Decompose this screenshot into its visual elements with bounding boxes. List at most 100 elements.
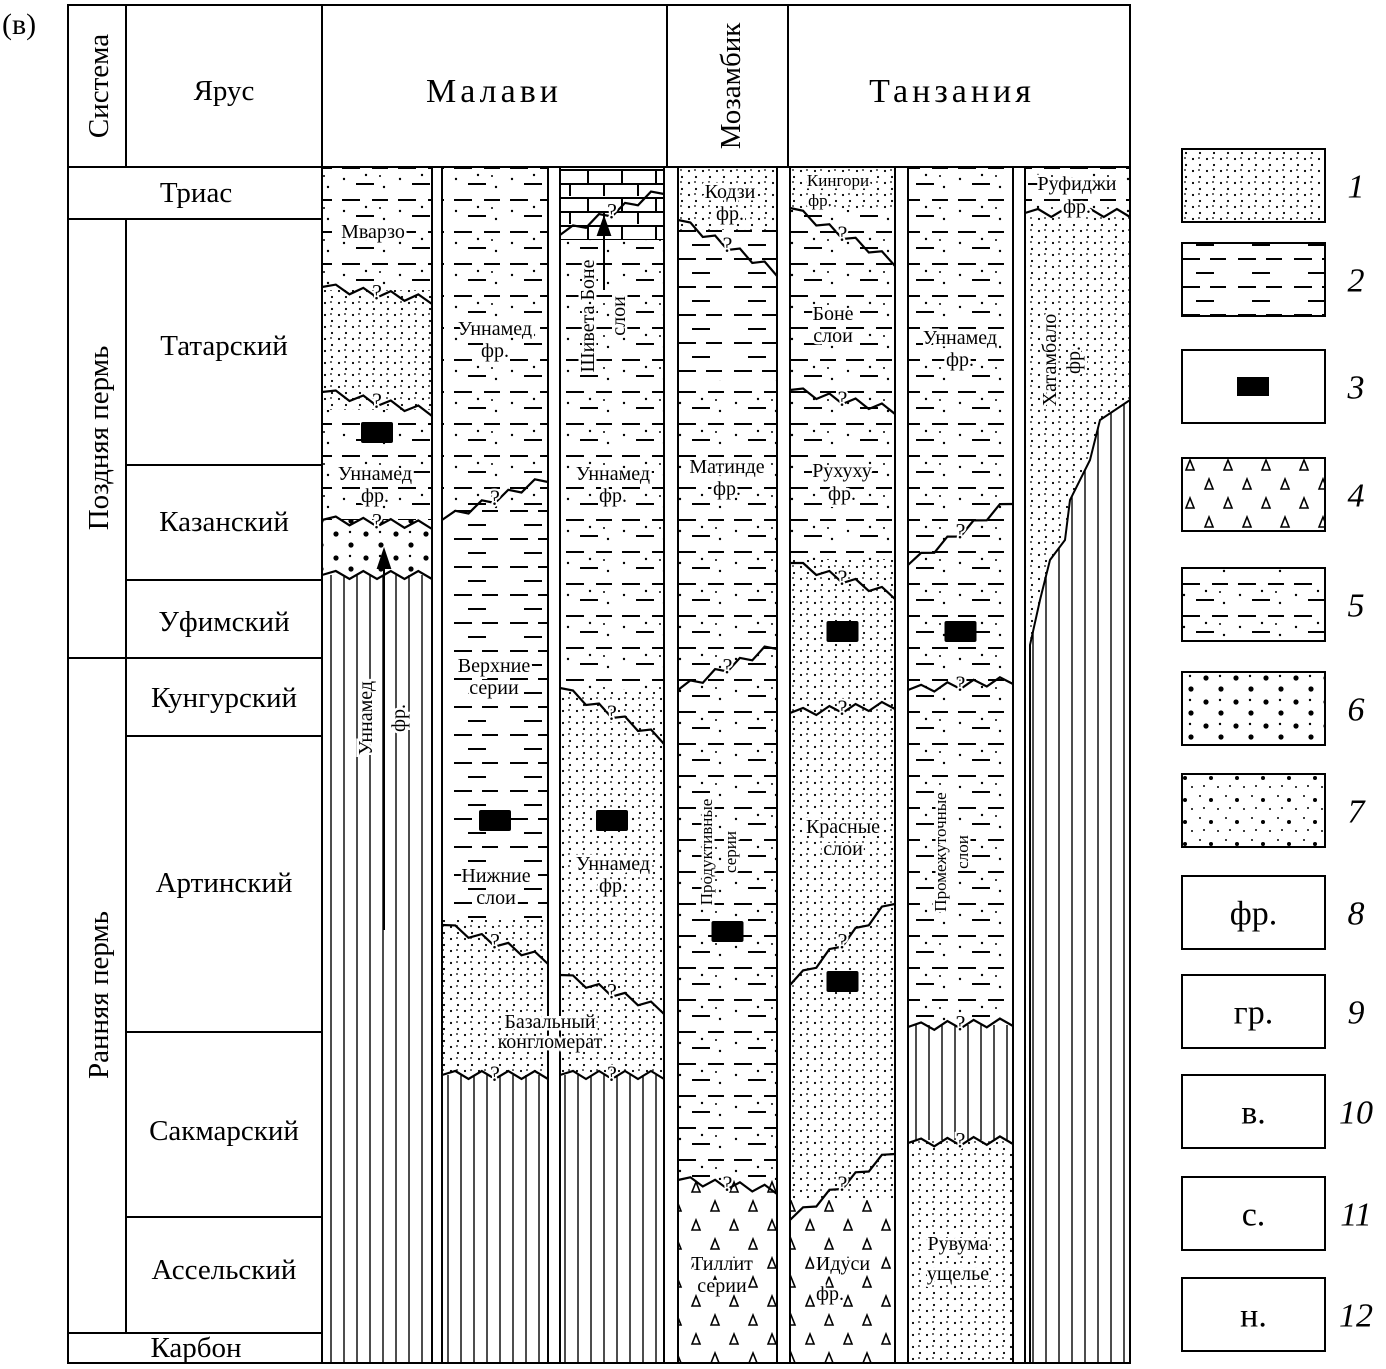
- label-red-2: слои: [823, 838, 863, 860]
- system-late-permian: Поздняя пермь: [83, 346, 115, 531]
- lithology-vert: [908, 1025, 1013, 1140]
- question-mark: ?: [956, 671, 966, 696]
- stratigraphic-table-grid: [67, 4, 1131, 1364]
- legend-number: 12: [1339, 1298, 1373, 1335]
- label-fr-m3b: фр.: [599, 875, 627, 897]
- legend-swatch-dashes: [1182, 243, 1325, 316]
- label-fr-idusi: фр.: [816, 1283, 844, 1305]
- label-shiveta-1: Шивета Боне: [577, 259, 599, 372]
- legend-box: [1181, 242, 1326, 317]
- label-bone-1: Боне: [812, 303, 853, 325]
- label-fr-hatambalo: фр.: [1063, 346, 1085, 374]
- system-early-permian: Ранняя пермь: [83, 911, 115, 1079]
- label-fr-vertical: фр.: [388, 704, 410, 732]
- question-mark: ?: [490, 929, 500, 954]
- unit-boundary: [907, 502, 1014, 566]
- legend-abbreviation: н.: [1240, 1298, 1267, 1335]
- legend-swatch-fine-dots: [1182, 149, 1325, 222]
- unit-boundary: [559, 686, 665, 745]
- label-matinde: Матинде: [689, 456, 764, 478]
- unit-boundary: [441, 478, 549, 521]
- lithology-dash: [678, 230, 777, 380]
- strat-column: [321, 166, 433, 1364]
- legend-item: 6: [1181, 671, 1365, 746]
- lithology-dots: [790, 560, 895, 1200]
- unit-boundary: [321, 569, 433, 581]
- strat-column: [789, 166, 896, 1364]
- label-kingori: Кингори: [807, 171, 869, 190]
- label-rufiji: Руфиджи: [1038, 173, 1117, 195]
- legend-box: [1181, 457, 1326, 532]
- stage-sakmarian: Сакмарский: [149, 1115, 299, 1147]
- legend-abbreviation: гр.: [1234, 995, 1273, 1032]
- legend-item: фр. 8: [1181, 875, 1365, 950]
- label-fr-kodzi: фр.: [716, 203, 744, 225]
- label-intermediate-2: слои: [953, 835, 972, 869]
- lithology-vert: [560, 1075, 664, 1363]
- legend-item: 4: [1181, 457, 1365, 532]
- lithology-dots: [560, 690, 664, 1075]
- legend-box: [1181, 1074, 1326, 1149]
- header-system: Система: [83, 34, 115, 138]
- question-mark: ?: [723, 232, 733, 257]
- label-intermediate-1: Промежуточные: [931, 792, 950, 911]
- unit-boundary: [789, 387, 896, 415]
- lithology-dd: [678, 380, 777, 1180]
- legend-item: 7: [1181, 773, 1367, 848]
- lithology-tri: [790, 1200, 895, 1363]
- coal-seam-icon: [826, 971, 859, 992]
- uncertain-boundary-marks: ???????????????????????: [370, 197, 967, 1199]
- lithology-dash: [442, 510, 548, 920]
- unit-boundary: [677, 218, 778, 277]
- coal-seam-icon: [361, 422, 393, 443]
- unit-boundary: [790, 561, 896, 600]
- unit-boundary: [789, 1152, 896, 1221]
- question-mark: ?: [838, 695, 848, 720]
- legend-swatch-dots-with-pebbles: [1182, 774, 1325, 847]
- label-fr-m1: фр.: [361, 485, 389, 507]
- label-ruhuhu: Рухуху: [812, 460, 872, 482]
- legend-box: [1181, 1277, 1326, 1352]
- strat-column: [441, 166, 549, 1364]
- panel-label: (в): [2, 8, 36, 41]
- legend-number: 4: [1348, 478, 1365, 515]
- strat-column: [559, 166, 665, 1364]
- lithology-dd: [442, 167, 548, 510]
- unit-boundary: [321, 515, 433, 530]
- legend-number: 10: [1339, 1095, 1373, 1132]
- question-mark: ?: [838, 221, 848, 246]
- question-mark: ?: [607, 1061, 617, 1086]
- label-fr-matinde: фр.: [713, 478, 741, 500]
- unit-boundary: [441, 923, 549, 965]
- stage-asselian: Ассельский: [152, 1254, 297, 1286]
- lithology-dd: [322, 167, 432, 290]
- question-mark: ?: [372, 388, 382, 413]
- label-basal-2: конгломерат: [498, 1031, 603, 1053]
- label-hatambalo: Хатамбало: [1039, 314, 1061, 407]
- stage-triassic: Триас: [160, 177, 232, 209]
- label-fr-m3a: фр.: [599, 485, 627, 507]
- unit-boundary: [321, 389, 433, 417]
- label-tillite-2: серии: [697, 1275, 747, 1297]
- unit-boundary: [907, 1017, 1014, 1032]
- legend-number: 7: [1348, 794, 1367, 831]
- lithology-dd: [908, 167, 1013, 1025]
- label-shiveta-2: слои: [608, 296, 630, 336]
- range-arrow-icon: [596, 214, 612, 290]
- legend-number: 3: [1347, 370, 1365, 407]
- lithology-dots: [790, 167, 895, 210]
- legend-item: н. 12: [1181, 1277, 1373, 1352]
- legend-box: [1181, 671, 1326, 746]
- label-red-1: Красные: [806, 816, 880, 838]
- legend-box: [1181, 148, 1326, 223]
- label-ruvuma-2: ущелье: [927, 1263, 989, 1285]
- unit-boundary: [789, 700, 896, 717]
- question-mark: ?: [607, 979, 617, 1004]
- label-unnamed-m3b: Уннамед: [576, 853, 650, 875]
- label-ruvuma-1: Рувума: [927, 1233, 988, 1255]
- legend-box: [1181, 773, 1326, 848]
- legend-abbreviation: фр.: [1230, 896, 1278, 933]
- label-lower-beds-1: Нижние: [461, 865, 530, 887]
- lithology-big: [322, 520, 432, 575]
- legend-swatch-dashes-dots: [1182, 568, 1325, 641]
